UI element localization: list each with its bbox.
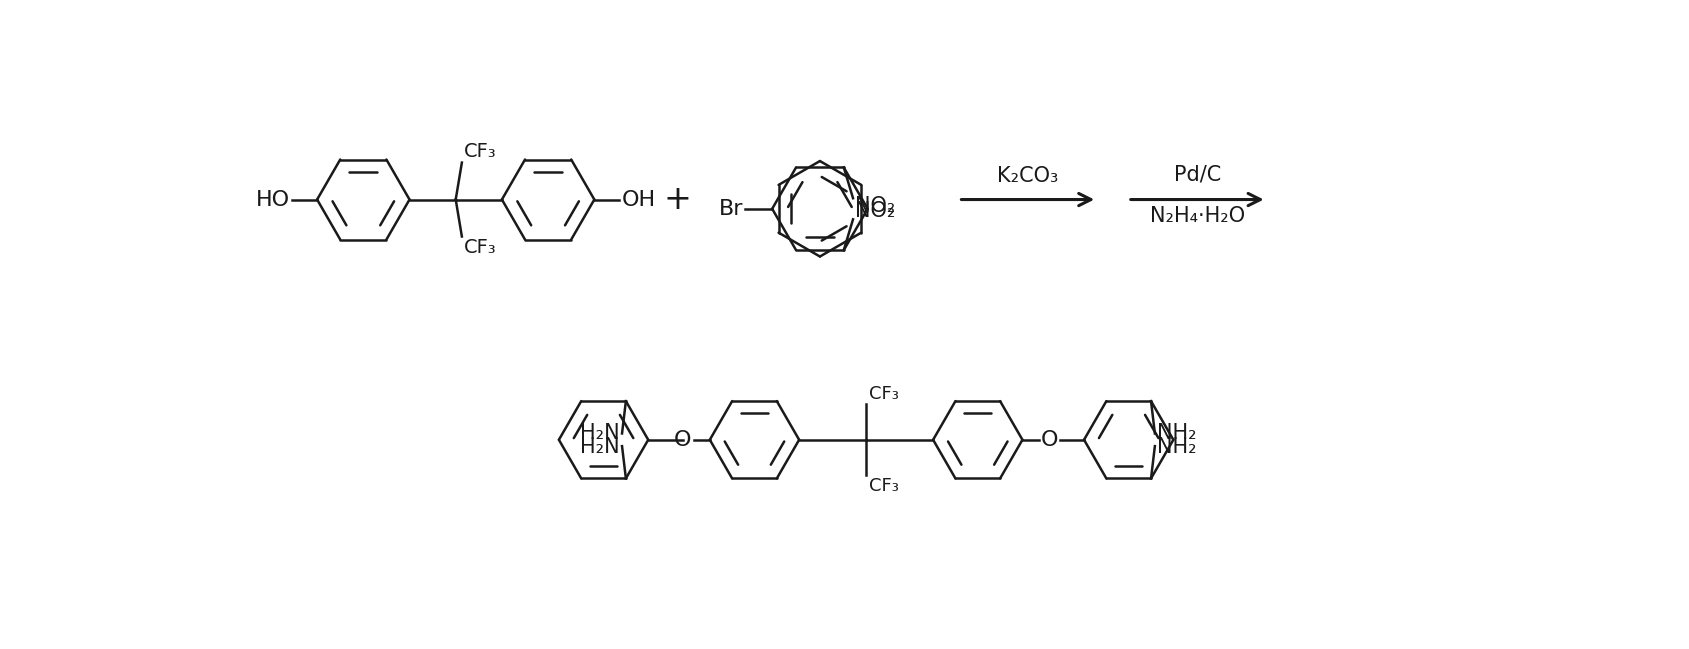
Text: CF₃: CF₃: [464, 238, 497, 257]
Text: NO₂: NO₂: [855, 201, 895, 221]
Text: NH₂: NH₂: [1157, 437, 1196, 456]
Text: OH: OH: [622, 190, 655, 210]
Text: CF₃: CF₃: [868, 477, 899, 495]
Text: CF₃: CF₃: [464, 142, 497, 161]
Text: O: O: [1040, 430, 1057, 450]
Text: Br: Br: [718, 199, 743, 219]
Text: O: O: [674, 430, 691, 450]
Text: H₂N: H₂N: [579, 437, 620, 456]
Text: Pd/C: Pd/C: [1172, 164, 1219, 184]
Text: +: +: [664, 183, 691, 216]
Text: CF₃: CF₃: [868, 385, 899, 403]
Text: NO₂: NO₂: [855, 196, 895, 216]
Text: NH₂: NH₂: [1157, 423, 1196, 443]
Text: N₂H₄·H₂O: N₂H₄·H₂O: [1149, 206, 1245, 226]
Text: H₂N: H₂N: [579, 423, 620, 443]
Text: K₂CO₃: K₂CO₃: [997, 165, 1057, 186]
Text: HO: HO: [257, 190, 291, 210]
